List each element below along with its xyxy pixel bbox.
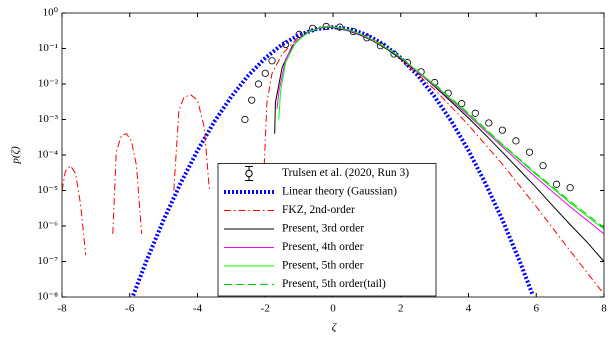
x-tick-label: 6 <box>534 303 540 315</box>
y-tick-label: 10⁻² <box>38 78 59 90</box>
plot-area <box>62 22 604 297</box>
y-tick-label: 10⁻⁸ <box>37 291 58 303</box>
data-point <box>248 96 256 104</box>
x-tick-label: -6 <box>125 303 135 315</box>
series-line <box>62 26 604 295</box>
x-tick-label: -4 <box>193 303 203 315</box>
y-tick-label: 10⁻⁴ <box>37 149 58 161</box>
legend-label: Trulsen et al. (2020, Run 3) <box>282 167 409 179</box>
y-tick-label: 10⁻¹ <box>38 42 58 54</box>
data-point <box>539 162 547 170</box>
data-point <box>261 69 269 77</box>
legend-label: Linear theory (Gaussian) <box>282 186 397 198</box>
legend-swatch <box>245 169 253 178</box>
y-tick-label: 10⁻⁶ <box>37 220 58 232</box>
legend-label: FKZ, 2nd-order <box>282 204 355 216</box>
data-point <box>241 115 249 124</box>
x-tick-label: -2 <box>261 303 270 315</box>
data-point <box>295 30 303 38</box>
data-point <box>525 148 534 156</box>
data-point <box>552 180 561 188</box>
y-axis-label: p(ζ) <box>10 146 22 165</box>
data-point <box>512 137 520 145</box>
data-point <box>566 184 574 192</box>
data-point <box>485 119 493 127</box>
x-tick-label: 4 <box>466 303 472 315</box>
data-point <box>498 126 506 134</box>
x-tick-label: 0 <box>330 303 336 315</box>
y-tick-label: 10⁻⁷ <box>37 255 58 267</box>
legend-label: Present, 3rd order <box>282 223 364 235</box>
series-line <box>278 26 604 230</box>
legend: Trulsen et al. (2020, Run 3) Linear theor… <box>217 163 437 297</box>
x-tick-label: 2 <box>398 303 404 315</box>
x-axis-label: ζ <box>332 322 338 334</box>
data-point <box>268 57 276 65</box>
data-point <box>471 109 479 117</box>
plot-frame <box>61 12 605 298</box>
x-tick-label: 8 <box>601 303 607 315</box>
legend-box <box>217 163 437 297</box>
data-point <box>254 80 263 88</box>
x-tick-label: -8 <box>57 303 67 315</box>
legend-label: Present, 5th order(tail) <box>282 278 386 290</box>
legend-label: Present, 4th order <box>282 241 364 253</box>
legend-label: Present, 5th order <box>282 260 364 272</box>
y-tick-label: 10⁰ <box>43 7 59 19</box>
data-point <box>458 100 466 108</box>
y-tick-label: 10⁻⁵ <box>37 184 58 196</box>
series-line <box>434 83 604 228</box>
series-line <box>274 26 604 262</box>
y-tick-label: 10⁻³ <box>38 113 59 125</box>
